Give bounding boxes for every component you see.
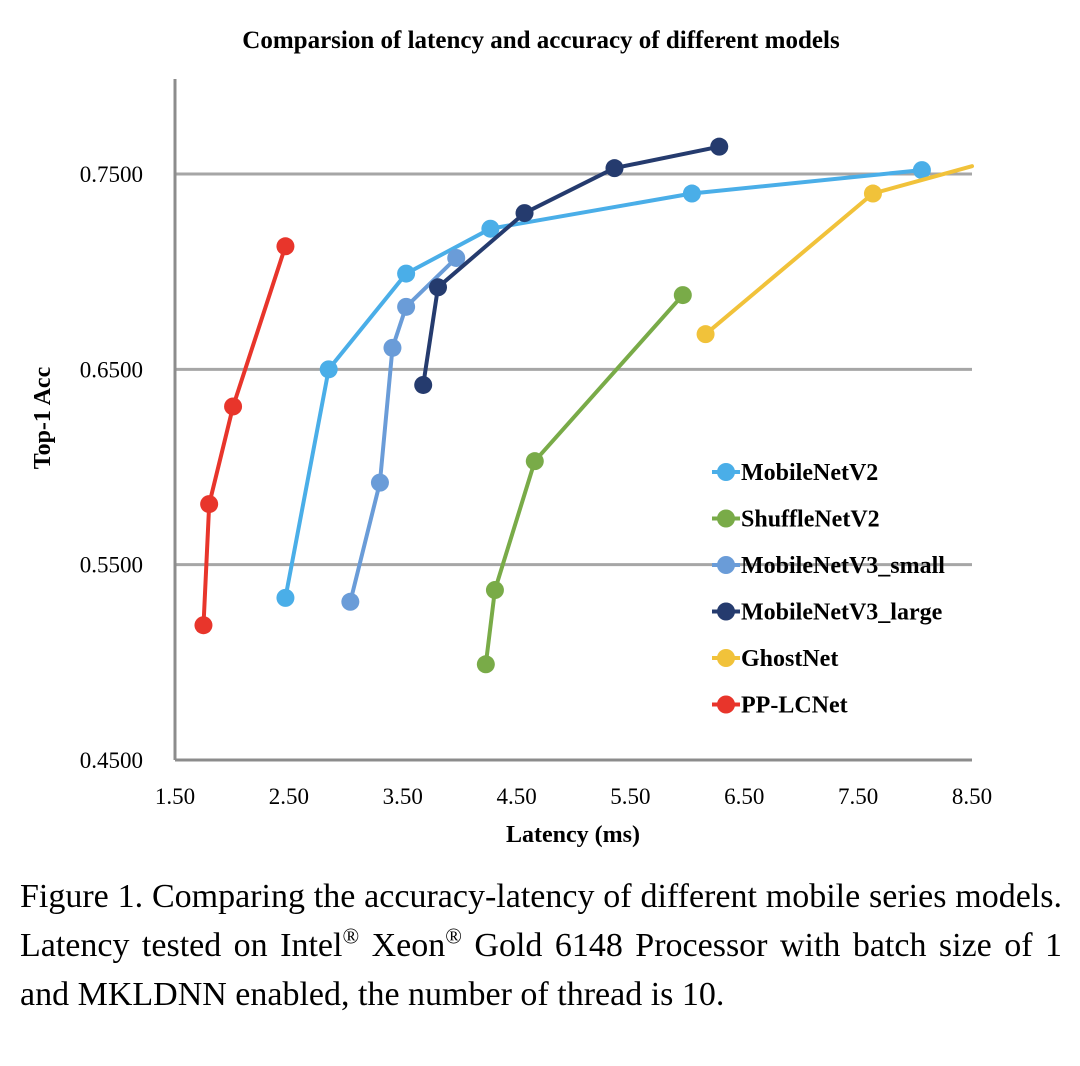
data-point-mobilenetv3-small — [341, 592, 360, 611]
legend-item-mobilenetv3-large: MobileNetV3_large — [712, 600, 943, 626]
x-tick-label: 2.50 — [269, 784, 309, 809]
legend-marker-mobilenetv3-small — [717, 556, 735, 574]
legend-label-pp-lcnet: PP-LCNet — [741, 693, 848, 719]
series-mobilenetv3-large — [414, 137, 729, 394]
data-point-shufflenetv2 — [485, 581, 504, 600]
legend-item-shufflenetv2: ShuffleNetV2 — [712, 507, 880, 533]
ticks-layer: 0.4500 0.5500 0.6500 0.7500 1.50 2.50 3.50 4.50… — [80, 162, 992, 809]
x-tick-label: 7.50 — [838, 784, 878, 809]
data-point-mobilenetv2 — [397, 264, 416, 283]
y-tick-label: 0.7500 — [80, 162, 143, 187]
y-axis-label: Top-1 Acc — [30, 366, 56, 469]
x-tick-label: 1.50 — [155, 784, 195, 809]
data-point-shufflenetv2 — [525, 452, 544, 471]
data-point-shufflenetv2 — [673, 286, 692, 305]
series-mobilenetv3-small — [341, 248, 466, 611]
series-pp-lcnet — [194, 237, 295, 635]
legend: MobileNetV2 ShuffleNetV2 MobileNetV3_small… — [712, 460, 945, 719]
grid-layer — [175, 172, 972, 567]
x-tick-label: 6.50 — [724, 784, 764, 809]
chart: Comparsion of latency and accuracy of di… — [30, 27, 992, 848]
legend-marker-shufflenetv2 — [717, 509, 735, 528]
legend-marker-mobilenetv3-large — [717, 602, 735, 621]
legend-marker-pp-lcnet — [717, 695, 735, 714]
data-point-mobilenetv3-small — [447, 248, 466, 267]
x-tick-label: 5.50 — [610, 784, 650, 809]
caption-text-2: Xeon — [359, 927, 446, 964]
data-point-mobilenetv3-large — [414, 375, 433, 394]
data-point-mobilenetv3-large — [605, 159, 624, 178]
y-tick-label: 0.6500 — [80, 357, 143, 382]
series-ghostnet — [696, 164, 974, 344]
legend-item-mobilenetv2: MobileNetV2 — [712, 460, 878, 486]
registered-mark-1: ® — [342, 923, 360, 949]
series-line-ghostnet — [703, 164, 974, 337]
legend-item-pp-lcnet: PP-LCNet — [712, 693, 848, 719]
series-layer — [194, 137, 974, 674]
data-point-mobilenetv3-large — [710, 137, 729, 156]
legend-item-mobilenetv3-small: MobileNetV3_small — [712, 553, 945, 579]
series-line-mobilenetv3-large — [421, 144, 722, 387]
figure-caption: Figure 1. Comparing the accuracy-latency… — [20, 872, 1062, 1019]
series-line-shufflenetv2 — [483, 293, 685, 667]
x-axis-label: Latency (ms) — [506, 822, 640, 848]
data-point-mobilenetv3-large — [429, 278, 448, 297]
legend-marker-mobilenetv2 — [717, 463, 735, 481]
caption-text-1: Figure 1. Comparing the accuracy-latency… — [20, 878, 1062, 964]
x-tick-label: 4.50 — [496, 784, 536, 809]
legend-item-ghostnet: GhostNet — [712, 646, 838, 672]
caption-text-3: Gold 6148 Processor with batch size of 1… — [20, 927, 1062, 1013]
data-point-mobilenetv2 — [682, 184, 701, 203]
data-point-pp-lcnet — [200, 495, 219, 514]
data-point-mobilenetv3-large — [515, 204, 534, 223]
y-tick-label: 0.5500 — [80, 553, 143, 578]
data-point-mobilenetv3-small — [370, 473, 389, 492]
legend-label-mobilenetv3-small: MobileNetV3_small — [741, 553, 945, 579]
data-point-mobilenetv2 — [319, 360, 338, 379]
axes-layer — [173, 79, 972, 762]
data-point-mobilenetv2 — [276, 588, 295, 607]
x-tick-label: 3.50 — [383, 784, 423, 809]
legend-label-mobilenetv2: MobileNetV2 — [741, 460, 878, 486]
y-tick-label: 0.4500 — [80, 748, 143, 773]
data-point-pp-lcnet — [224, 397, 243, 416]
chart-title: Comparsion of latency and accuracy of di… — [242, 27, 840, 54]
series-line-pp-lcnet — [201, 244, 288, 628]
data-point-pp-lcnet — [194, 616, 213, 635]
data-point-ghostnet — [696, 325, 715, 344]
x-tick-label: 8.50 — [952, 784, 992, 809]
legend-marker-ghostnet — [717, 649, 735, 667]
data-point-mobilenetv2 — [481, 219, 500, 238]
legend-label-mobilenetv3-large: MobileNetV3_large — [741, 600, 943, 626]
series-mobilenetv2 — [276, 161, 931, 607]
series-shufflenetv2 — [476, 286, 692, 674]
series-line-mobilenetv2 — [283, 168, 924, 600]
data-point-mobilenetv3-small — [383, 338, 402, 357]
legend-label-shufflenetv2: ShuffleNetV2 — [741, 507, 880, 533]
data-point-mobilenetv3-small — [397, 297, 416, 316]
data-point-shufflenetv2 — [476, 655, 495, 674]
data-point-mobilenetv2 — [912, 161, 931, 180]
registered-mark-2: ® — [445, 923, 462, 949]
data-point-pp-lcnet — [276, 237, 295, 256]
data-point-ghostnet — [863, 184, 882, 203]
legend-label-ghostnet: GhostNet — [741, 646, 838, 672]
